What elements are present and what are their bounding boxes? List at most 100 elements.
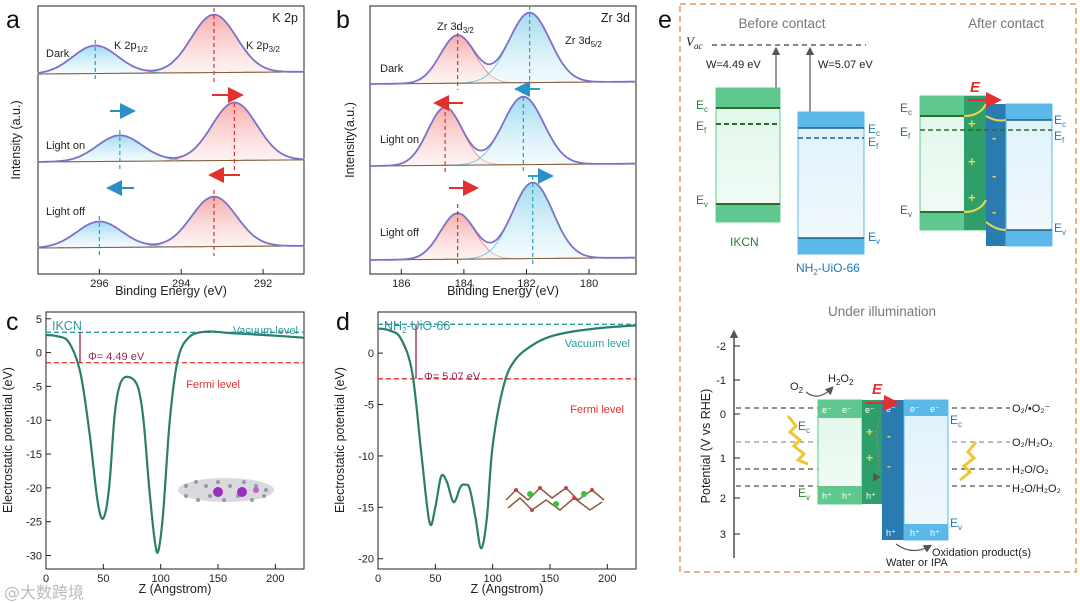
illum-plus-2: + <box>866 451 873 465</box>
xtick-label: 100 <box>151 573 169 585</box>
spectrum-envelope <box>37 195 304 249</box>
xtick-label: 294 <box>172 278 190 290</box>
spectrum-envelope <box>37 13 304 74</box>
ikcn-ev-label-before: Ev <box>696 193 708 209</box>
uio-cb-illum <box>904 400 948 416</box>
ikcn-block-before <box>715 87 781 223</box>
ytick-label: 5 <box>36 314 42 326</box>
electron-2: e⁻ <box>842 405 852 415</box>
panel-b-label-dark: Dark <box>380 63 404 75</box>
uio-cb-after <box>1006 104 1052 120</box>
panel-a-label-light-off: Light off <box>46 206 86 218</box>
panel-b-label-light-off: Light off <box>380 227 420 239</box>
panel-b-xps-zr3d: Intensity(a.u.) Binding Energy (eV) Zr 3… <box>343 5 637 298</box>
panel-b-peak1-label: Zr 3d3/2 <box>437 21 474 35</box>
uio-ec-label-after: Ec <box>1054 113 1066 129</box>
ytick-label: -5 <box>32 381 42 393</box>
peak-fill-red <box>37 102 305 163</box>
panel-b-title: Zr 3d <box>601 11 630 25</box>
ikcn-vb-before <box>716 204 780 222</box>
uio-block-before <box>797 111 865 255</box>
ytick-label: -25 <box>26 517 42 529</box>
panel-label-d: d <box>336 308 350 336</box>
panel-a-label-light-on: Light on <box>46 140 85 152</box>
redox-label-4: H₂O/H₂O₂ <box>1012 483 1061 495</box>
potential-tick-label: 1 <box>720 453 726 465</box>
panel-label-b: b <box>336 6 350 34</box>
redox-label-1: O₂/•O₂⁻ <box>1012 403 1051 415</box>
panel-a-ylabel: Intensity (a.u.) <box>9 100 23 179</box>
ikcn-label: IKCN <box>730 235 759 249</box>
xtick-label: 180 <box>580 278 598 290</box>
uio-vb-after <box>1006 230 1052 246</box>
potential-tick-label: 0 <box>720 409 726 421</box>
panel-b-peak2-label: Zr 3d5/2 <box>565 35 602 49</box>
vac-label: Vac <box>686 34 702 51</box>
ytick-label: -20 <box>358 554 374 566</box>
uio-ec-label-before: Ec <box>868 122 880 138</box>
panel-d-ticks: 0 50 100 150 200 0 -5 -10 -15 -20 <box>358 348 616 585</box>
panel-d-vacuum-label: Vacuum level <box>565 338 630 350</box>
ikcn-cb-before <box>716 88 780 108</box>
uio-vb-illum <box>904 524 948 540</box>
spectrum-envelope <box>370 181 636 261</box>
minus-sign-3: - <box>992 204 996 219</box>
hole-1: h⁺ <box>822 491 832 501</box>
uio-ev-label-illum: Ev <box>950 516 962 532</box>
band-bend-cb-uio <box>985 115 1007 122</box>
spectrum-envelope <box>370 11 636 85</box>
xtick-label: 150 <box>209 573 227 585</box>
panel-a-peak2-label: K 2p3/2 <box>246 40 280 54</box>
uio-depletion-illum <box>882 400 904 540</box>
uio-ef-label-before: Ef <box>868 135 879 151</box>
baseline <box>370 257 636 261</box>
before-contact-title: Before contact <box>738 16 825 31</box>
panel-b-xticks: 186 184 182 180 <box>392 269 598 290</box>
panel-a-frame <box>37 5 305 275</box>
panel-a-xlabel: Binding Energy (eV) <box>115 284 227 298</box>
panel-c-potential-ikcn: Electrostatic potential (eV) Z (Angstrom… <box>1 311 305 596</box>
xtick-label: 292 <box>254 278 272 290</box>
potential-tick-label: 3 <box>720 529 726 541</box>
redox-label-2: O₂/H₂O₂ <box>1012 437 1053 449</box>
panel-b-label-light-on: Light on <box>380 134 419 146</box>
uio-depletion-after <box>986 104 1006 246</box>
light-wave-right <box>959 441 978 482</box>
field-label-after: E <box>970 79 981 96</box>
water-label: Water or IPA <box>886 557 948 569</box>
plus-sign-3: + <box>968 190 976 205</box>
panel-d-tag: NH2-UiO-66 <box>384 319 450 335</box>
panel-c-tag: IKCN <box>52 319 82 333</box>
panel-c-work-function: Φ= 4.49 eV <box>88 351 145 363</box>
ytick-label: -10 <box>358 451 374 463</box>
panel-b-xlabel: Binding Energy (eV) <box>447 284 559 298</box>
potential-axis-ticks: -2 -1 0 1 2 3 <box>716 341 740 541</box>
field-label-illum: E <box>872 381 883 398</box>
ikcn-ec-label-before: Ec <box>696 98 708 114</box>
illum-minus-1: - <box>887 429 891 443</box>
ytick-label: 0 <box>368 348 374 360</box>
hole-2: h⁺ <box>842 491 852 501</box>
ec-label-illum: Ec <box>798 419 810 435</box>
uio66-structure-image <box>505 486 605 512</box>
spectrum-envelope <box>37 101 305 163</box>
water-oxidation-arrow <box>895 543 933 553</box>
light-wave-left <box>786 415 809 466</box>
panel-a-xps-k2p: Intensity (a.u.) Binding Energy (eV) K 2… <box>9 5 305 298</box>
ytick-label: -15 <box>26 449 42 461</box>
panel-d-xlabel: Z (Angstrom) <box>471 582 544 596</box>
panel-c-xlabel: Z (Angstrom) <box>139 582 212 596</box>
panel-c-ylabel: Electrostatic potential (eV) <box>1 367 15 513</box>
baseline <box>38 71 304 75</box>
xtick-label: 0 <box>43 573 49 585</box>
panel-c-fermi-label: Fermi level <box>186 379 240 391</box>
spectrum-envelope <box>370 95 636 167</box>
band-bend-vb-ikcn <box>963 199 987 213</box>
panel-b-ylabel: Intensity(a.u.) <box>343 102 357 178</box>
uio-block-after <box>1005 103 1053 247</box>
oxidation-label: Oxidation product(s) <box>932 547 1031 559</box>
xtick-label: 186 <box>392 278 410 290</box>
illum-minus-2: - <box>887 459 891 473</box>
plus-sign-1: + <box>968 116 976 131</box>
